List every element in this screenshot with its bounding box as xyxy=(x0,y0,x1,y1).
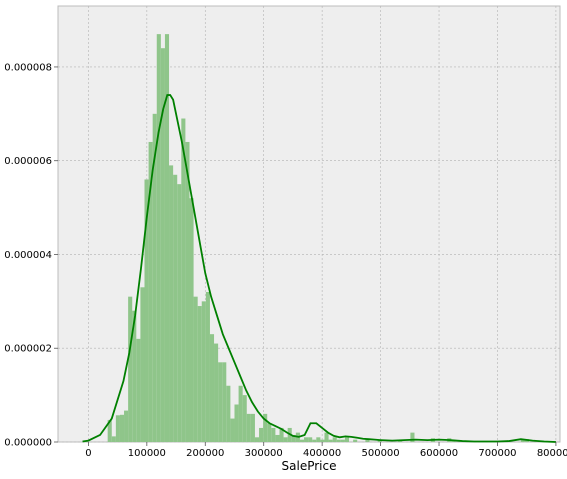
histogram-bar xyxy=(214,343,219,442)
x-tick-label: 0 xyxy=(85,448,91,459)
y-tick-label: 0.000000 xyxy=(4,438,52,449)
histogram-bar xyxy=(254,437,260,442)
x-tick-label: 700000 xyxy=(478,448,516,459)
histogram-bar xyxy=(148,141,153,443)
histogram-bar xyxy=(242,395,247,442)
histogram-bar xyxy=(132,310,137,442)
histogram-bar xyxy=(275,434,280,442)
histogram-bar xyxy=(316,437,321,442)
histogram-bar xyxy=(201,301,206,442)
histogram-bar xyxy=(185,141,190,443)
histogram-bar xyxy=(267,423,272,442)
histogram-bar xyxy=(181,118,186,443)
histogram-bar xyxy=(160,48,165,443)
histogram-bar xyxy=(308,437,313,442)
histogram-bar xyxy=(271,427,276,442)
y-tick-label: 0.000008 xyxy=(4,62,52,73)
histogram-bar xyxy=(189,198,194,442)
histogram-bar xyxy=(209,334,215,442)
histogram-bar xyxy=(263,413,268,442)
histogram-bar xyxy=(193,296,198,442)
histogram-bar xyxy=(136,338,141,442)
histogram-bar xyxy=(250,413,255,442)
histogram-bar xyxy=(205,291,210,442)
histogram-bar xyxy=(332,437,337,442)
histogram-bar xyxy=(312,439,317,442)
histogram-bar xyxy=(222,362,227,442)
y-tick-label: 0.000002 xyxy=(4,344,52,355)
histogram-bar xyxy=(324,432,329,442)
histogram-bar xyxy=(169,165,174,443)
histogram-bar xyxy=(279,427,284,442)
histogram-bar xyxy=(336,439,341,442)
histogram-bar xyxy=(320,439,325,442)
y-tick-label: 0.000006 xyxy=(4,156,52,167)
histogram-bar xyxy=(328,439,333,442)
histogram-bar xyxy=(283,437,288,442)
histogram-bar xyxy=(226,385,231,442)
histogram-bar xyxy=(353,439,358,442)
y-axis-ticks: 0.000000 0.000002 0.000004 0.000006 0.000008 xyxy=(4,62,58,449)
histogram-bar xyxy=(238,385,243,442)
x-tick-label: 600000 xyxy=(420,448,458,459)
histogram-bar xyxy=(259,427,264,442)
x-axis-label: SalePrice xyxy=(282,459,337,473)
histogram-bar xyxy=(230,418,235,442)
histogram-bar xyxy=(173,174,178,442)
histogram-bar xyxy=(124,410,129,442)
histogram-bar xyxy=(410,432,415,442)
histogram-bar xyxy=(144,179,149,442)
x-tick-label: 100000 xyxy=(128,448,166,459)
kde-curve xyxy=(82,94,556,443)
grid-lines xyxy=(58,6,560,443)
histogram-bar xyxy=(291,434,296,442)
histogram-bar xyxy=(128,296,133,442)
histogram-bar xyxy=(152,113,157,443)
histogram-bar xyxy=(115,415,120,442)
histogram-bar xyxy=(344,437,350,442)
histogram-bar xyxy=(197,306,202,442)
histogram-bar xyxy=(520,439,525,442)
histogram-bar xyxy=(177,184,182,442)
histogram-bar xyxy=(304,437,309,442)
histogram-bar xyxy=(246,413,251,442)
histogram-bar xyxy=(299,439,305,442)
histogram-bar xyxy=(365,439,370,442)
x-tick-label: 500000 xyxy=(361,448,399,459)
histogram-bar xyxy=(140,287,145,442)
histogram-bar xyxy=(119,414,125,442)
histogram-bar xyxy=(218,362,223,442)
x-tick-label: 200000 xyxy=(186,448,224,459)
y-tick-label: 0.000004 xyxy=(4,250,52,261)
x-tick-label: 300000 xyxy=(245,448,283,459)
histogram-bar xyxy=(164,34,170,443)
histogram-bar xyxy=(107,419,112,442)
histogram-bar xyxy=(234,404,239,442)
x-tick-label: 400000 xyxy=(303,448,341,459)
histogram-bar xyxy=(340,439,345,442)
histogram-bar xyxy=(156,34,161,443)
histogram-bar xyxy=(111,436,116,442)
x-axis-ticks: 0 100000 200000 300000 400000 500000 600000 700… xyxy=(85,442,567,459)
